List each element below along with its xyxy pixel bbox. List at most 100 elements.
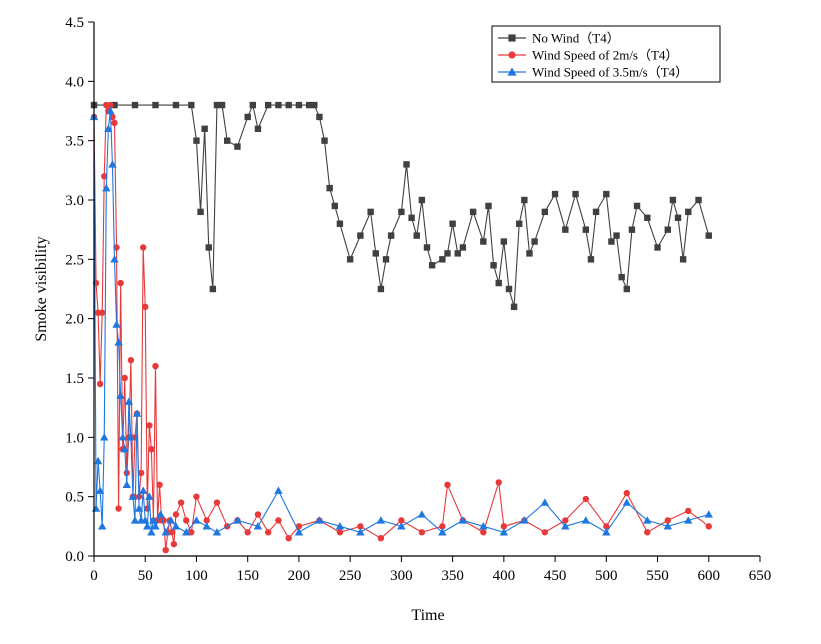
x-tick-label: 600	[698, 568, 721, 584]
legend: No Wind（T4） Wind Speed of 2m/s（T4） Wind Sp…	[491, 25, 721, 83]
data-point-no-wind	[572, 190, 579, 198]
data-point-wind-35ms	[356, 528, 365, 536]
data-point-wind-35ms	[112, 320, 121, 328]
series-wind-35ms	[89, 106, 713, 536]
data-point-no-wind	[213, 101, 221, 109]
data-point-no-wind	[695, 196, 702, 204]
x-tick-label: 500	[595, 568, 618, 584]
data-point-no-wind	[336, 220, 344, 227]
y-tick-label: 1.0	[65, 430, 84, 446]
x-tick-label: 450	[544, 568, 567, 584]
data-point-wind-35ms	[540, 498, 550, 506]
data-point-wind-2ms	[142, 303, 149, 310]
data-point-no-wind	[295, 101, 303, 109]
axes-layer: 0 50 100 150 200 250 300 350 400 450 500 550 600 650 0…	[65, 15, 771, 584]
data-point-wind-2ms	[139, 244, 147, 251]
data-point-wind-2ms	[148, 446, 155, 453]
x-tick-label: 100	[185, 568, 208, 584]
data-point-no-wind	[516, 220, 523, 227]
data-point-wind-2ms	[203, 517, 210, 524]
x-tick-label: 300	[390, 568, 413, 584]
data-point-wind-2ms	[562, 517, 569, 524]
data-point-no-wind	[357, 232, 364, 239]
data-point-no-wind	[454, 250, 461, 257]
data-point-wind-35ms	[114, 338, 123, 346]
data-point-wind-2ms	[685, 507, 692, 515]
data-point-wind-2ms	[644, 529, 651, 536]
data-point-wind-2ms	[183, 517, 190, 524]
data-point-no-wind	[377, 285, 385, 293]
data-point-wind-2ms	[98, 309, 106, 316]
data-point-no-wind	[644, 214, 651, 221]
data-point-wind-35ms	[149, 516, 158, 524]
data-point-wind-2ms	[168, 529, 176, 536]
series-line-no-wind	[94, 103, 710, 307]
data-point-no-wind	[382, 256, 390, 263]
data-point-wind-2ms	[398, 517, 405, 524]
data-point-no-wind	[413, 232, 420, 239]
data-point-wind-35ms	[233, 516, 242, 524]
data-point-wind-2ms	[495, 479, 502, 486]
data-point-wind-2ms	[254, 511, 262, 518]
data-point-wind-35ms	[663, 522, 672, 530]
data-point-no-wind	[444, 250, 451, 257]
data-point-wind-35ms	[132, 409, 142, 417]
data-point-no-wind	[326, 184, 333, 192]
data-point-wind-2ms	[377, 535, 385, 542]
data-point-no-wind	[423, 244, 431, 251]
data-point-wind-35ms	[581, 516, 591, 524]
data-point-wind-35ms	[397, 522, 406, 530]
data-point-wind-35ms	[102, 183, 111, 192]
data-point-wind-35ms	[97, 522, 107, 530]
data-point-wind-2ms	[188, 529, 195, 536]
data-point-wind-2ms	[107, 101, 114, 109]
data-point-wind-2ms	[582, 495, 590, 503]
data-point-wind-35ms	[93, 456, 103, 465]
y-tick-label: 3.5	[65, 134, 84, 150]
data-point-no-wind	[372, 250, 379, 257]
legend-swatch-marker	[507, 67, 517, 76]
data-point-no-wind	[654, 244, 661, 251]
data-point-wind-35ms	[120, 445, 129, 453]
data-point-wind-2ms	[162, 546, 169, 554]
data-point-wind-35ms	[145, 492, 154, 500]
data-point-wind-35ms	[561, 522, 570, 530]
legend-item-wind-2ms: Wind Speed of 2m/s（T4）	[498, 48, 678, 63]
data-point-no-wind	[521, 196, 528, 204]
data-point-no-wind	[209, 285, 217, 293]
data-point-no-wind	[188, 101, 195, 109]
data-point-wind-35ms	[438, 528, 447, 536]
y-tick-label: 0.5	[65, 490, 84, 506]
data-point-no-wind	[131, 101, 139, 109]
data-point-wind-2ms	[264, 529, 272, 536]
data-point-wind-35ms	[106, 106, 115, 115]
data-point-wind-35ms	[643, 516, 652, 524]
data-point-no-wind	[485, 202, 492, 210]
data-point-no-wind	[705, 232, 712, 239]
legend-item-wind-35ms: Wind Speed of 3.5m/s（T4）	[498, 65, 688, 80]
data-point-wind-35ms	[100, 433, 109, 441]
data-point-wind-2ms	[137, 469, 145, 477]
data-point-wind-2ms	[244, 529, 251, 536]
data-point-wind-2ms	[444, 481, 451, 488]
data-point-wind-2ms	[664, 517, 671, 524]
legend-swatch-marker	[508, 51, 516, 59]
data-point-no-wind	[205, 244, 212, 251]
data-point-no-wind	[531, 238, 538, 245]
data-point-wind-2ms	[177, 499, 185, 506]
data-point-wind-35ms	[134, 504, 144, 512]
x-tick-label: 150	[236, 568, 259, 584]
legend-box	[491, 25, 721, 83]
data-point-no-wind	[664, 226, 671, 233]
data-point-no-wind	[398, 208, 405, 216]
data-point-wind-35ms	[622, 498, 631, 506]
data-point-no-wind	[403, 161, 410, 168]
data-point-wind-2ms	[115, 505, 122, 512]
legend-label-wind-35ms: Wind Speed of 3.5m/s（T4）	[532, 65, 688, 80]
y-tick-label: 4.5	[65, 15, 84, 31]
data-point-no-wind	[490, 262, 497, 269]
data-point-wind-2ms	[480, 529, 487, 536]
data-point-wind-35ms	[315, 516, 324, 524]
data-point-no-wind	[193, 137, 200, 144]
data-point-no-wind	[674, 214, 682, 221]
